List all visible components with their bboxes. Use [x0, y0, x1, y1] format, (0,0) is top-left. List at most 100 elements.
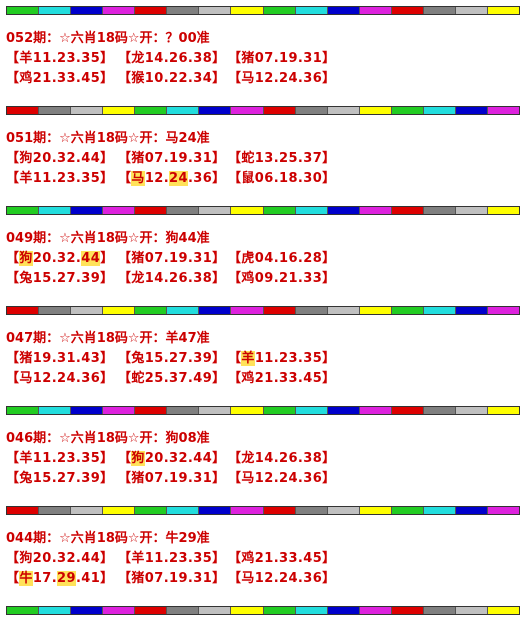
- stripe-segment: [199, 307, 232, 314]
- color-stripe: [6, 206, 520, 215]
- entry-text: 【狗20.32.44】: [6, 151, 114, 166]
- entry: 【鸡21.33.45】: [228, 549, 336, 569]
- entry: 【狗20.32.44】: [6, 549, 114, 569]
- stripe-segment: [391, 307, 424, 314]
- stripe-segment: [455, 307, 488, 314]
- entry-text: 【猪07.19.31】: [118, 471, 226, 486]
- stripe-segment: [423, 607, 456, 614]
- stripe-segment: [199, 407, 232, 414]
- stripe-segment: [391, 7, 424, 14]
- stripe-segment: [487, 107, 519, 114]
- stripe-segment: [39, 207, 72, 214]
- highlighted-text: 狗: [19, 251, 33, 266]
- entry: 【龙14.26.38】: [118, 49, 226, 69]
- stripe-segment: [7, 107, 40, 114]
- entry-text: 【马12.24.36】: [228, 471, 336, 486]
- entry-text: 【龙14.26.38】: [118, 271, 226, 286]
- entry: 【羊11.23.35】: [118, 549, 226, 569]
- stripe-segment: [167, 507, 200, 514]
- color-stripe: [6, 306, 520, 315]
- entry: 【猴10.22.34】: [118, 69, 226, 89]
- entry: 【羊11.23.35】: [6, 449, 114, 469]
- entry: 【蛇13.25.37】: [228, 149, 336, 169]
- entry: 【兔15.27.39】: [118, 349, 226, 369]
- stripe-segment: [39, 107, 72, 114]
- stripe-segment: [167, 207, 200, 214]
- stripe-segment: [423, 207, 456, 214]
- stripe-segment: [455, 607, 488, 614]
- entry: 【狗20.32.44】: [118, 449, 226, 469]
- stripe-segment: [295, 607, 328, 614]
- stripe-segment: [455, 7, 488, 14]
- section-title: 046期：☆六肖18码☆开：狗08准: [6, 431, 210, 446]
- entry: 【狗20.32.44】: [6, 149, 114, 169]
- entry-text: 【猪19.31.43】: [6, 351, 114, 366]
- entry-text: 【蛇25.37.49】: [118, 371, 226, 386]
- entry-text: 【猪07.19.31】: [118, 571, 226, 586]
- entry-text: 12.: [144, 171, 170, 186]
- entry: 【狗20.32.44】: [6, 249, 114, 269]
- stripe-segment: [199, 207, 232, 214]
- entry-text: 【: [118, 451, 132, 466]
- stripe-segment: [263, 207, 296, 214]
- entry: 【羊11.23.35】: [228, 349, 336, 369]
- stripe-segment: [135, 107, 168, 114]
- entry: 【猪07.19.31】: [118, 249, 226, 269]
- entry-text: 【鸡09.21.33】: [228, 271, 336, 286]
- entry-text: 】: [100, 251, 114, 266]
- highlighted-text: 24: [169, 171, 188, 186]
- stripe-segment: [167, 607, 200, 614]
- stripe-segment: [71, 107, 104, 114]
- entry-text: 【鼠06.18.30】: [228, 171, 336, 186]
- entry: 【牛17.29.41】: [6, 569, 114, 589]
- entry: 【马12.24.36】: [228, 69, 336, 89]
- entry-text: 【: [6, 251, 20, 266]
- stripe-segment: [199, 107, 232, 114]
- entry-text: 【羊11.23.35】: [6, 51, 114, 66]
- entry-text: 【虎04.16.28】: [228, 251, 336, 266]
- stripe-segment: [103, 207, 136, 214]
- stripe-segment: [135, 207, 168, 214]
- stripe-segment: [263, 607, 296, 614]
- stripe-segment: [391, 207, 424, 214]
- entry: 【鼠06.18.30】: [228, 169, 336, 189]
- stripe-segment: [39, 507, 72, 514]
- highlighted-text: 牛: [19, 571, 33, 586]
- entry: 【羊11.23.35】: [6, 49, 114, 69]
- entry-text: .36】: [187, 171, 226, 186]
- stripe-segment: [135, 607, 168, 614]
- stripe-segment: [295, 507, 328, 514]
- entry: 【猪07.19.31】: [228, 49, 336, 69]
- stripe-segment: [7, 507, 40, 514]
- entry-text: 11.23.35】: [254, 351, 336, 366]
- stripe-segment: [135, 507, 168, 514]
- stripe-segment: [263, 7, 296, 14]
- entry: 【马12.24.36】: [228, 569, 336, 589]
- entry: 【猪19.31.43】: [6, 349, 114, 369]
- entry: 【兔15.27.39】: [6, 269, 114, 289]
- entry: 【马12.24.36】: [6, 369, 114, 389]
- stripe-segment: [231, 7, 264, 14]
- entry-text: 17.: [32, 571, 58, 586]
- entry-text: 【: [228, 351, 242, 366]
- highlighted-text: 44: [81, 251, 101, 266]
- entry: 【鸡21.33.45】: [6, 69, 114, 89]
- stripe-segment: [135, 307, 168, 314]
- entry-text: 【龙14.26.38】: [118, 51, 226, 66]
- entry-text: 【猪07.19.31】: [228, 51, 336, 66]
- entry: 【猪07.19.31】: [118, 569, 226, 589]
- stripe-segment: [487, 507, 519, 514]
- stripe-segment: [327, 107, 360, 114]
- stripe-segment: [487, 607, 519, 614]
- stripe-segment: [423, 7, 456, 14]
- stripe-segment: [263, 307, 296, 314]
- stripe-segment: [231, 207, 264, 214]
- stripe-segment: [487, 207, 519, 214]
- section-title: 044期：☆六肖18码☆开：牛29准: [6, 531, 210, 546]
- stripe-segment: [135, 407, 168, 414]
- stripe-segment: [231, 307, 264, 314]
- stripe-segment: [359, 607, 392, 614]
- entry-text: 【羊11.23.35】: [6, 451, 114, 466]
- entry: 【鸡09.21.33】: [228, 269, 336, 289]
- entry-text: 【: [118, 171, 132, 186]
